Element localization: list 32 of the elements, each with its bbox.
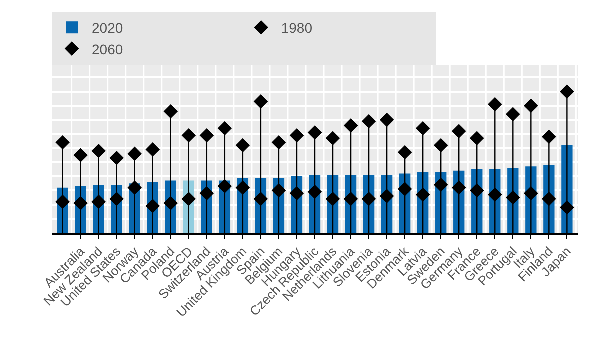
legend-label: 1980 [281,20,313,36]
point [362,114,376,129]
point [452,124,466,138]
point [326,131,340,146]
point [164,104,178,119]
point [470,131,484,146]
point [272,136,286,150]
point [290,128,304,143]
point [524,98,538,114]
point [434,138,448,153]
point [380,112,394,128]
point [560,84,574,99]
point [236,138,250,153]
point [416,121,430,136]
point [218,121,232,136]
point [110,151,124,166]
point [146,142,160,157]
point [128,146,142,162]
legend-label: 2060 [92,41,124,58]
point [56,136,70,150]
point [200,128,214,143]
point [74,148,88,162]
legend-label: 2020 [92,20,124,36]
point [398,145,412,160]
point [344,118,358,133]
point [506,107,520,122]
point [488,97,502,112]
point [542,130,556,144]
point [254,94,268,109]
point [92,144,106,158]
point [308,126,322,140]
point [182,128,196,143]
